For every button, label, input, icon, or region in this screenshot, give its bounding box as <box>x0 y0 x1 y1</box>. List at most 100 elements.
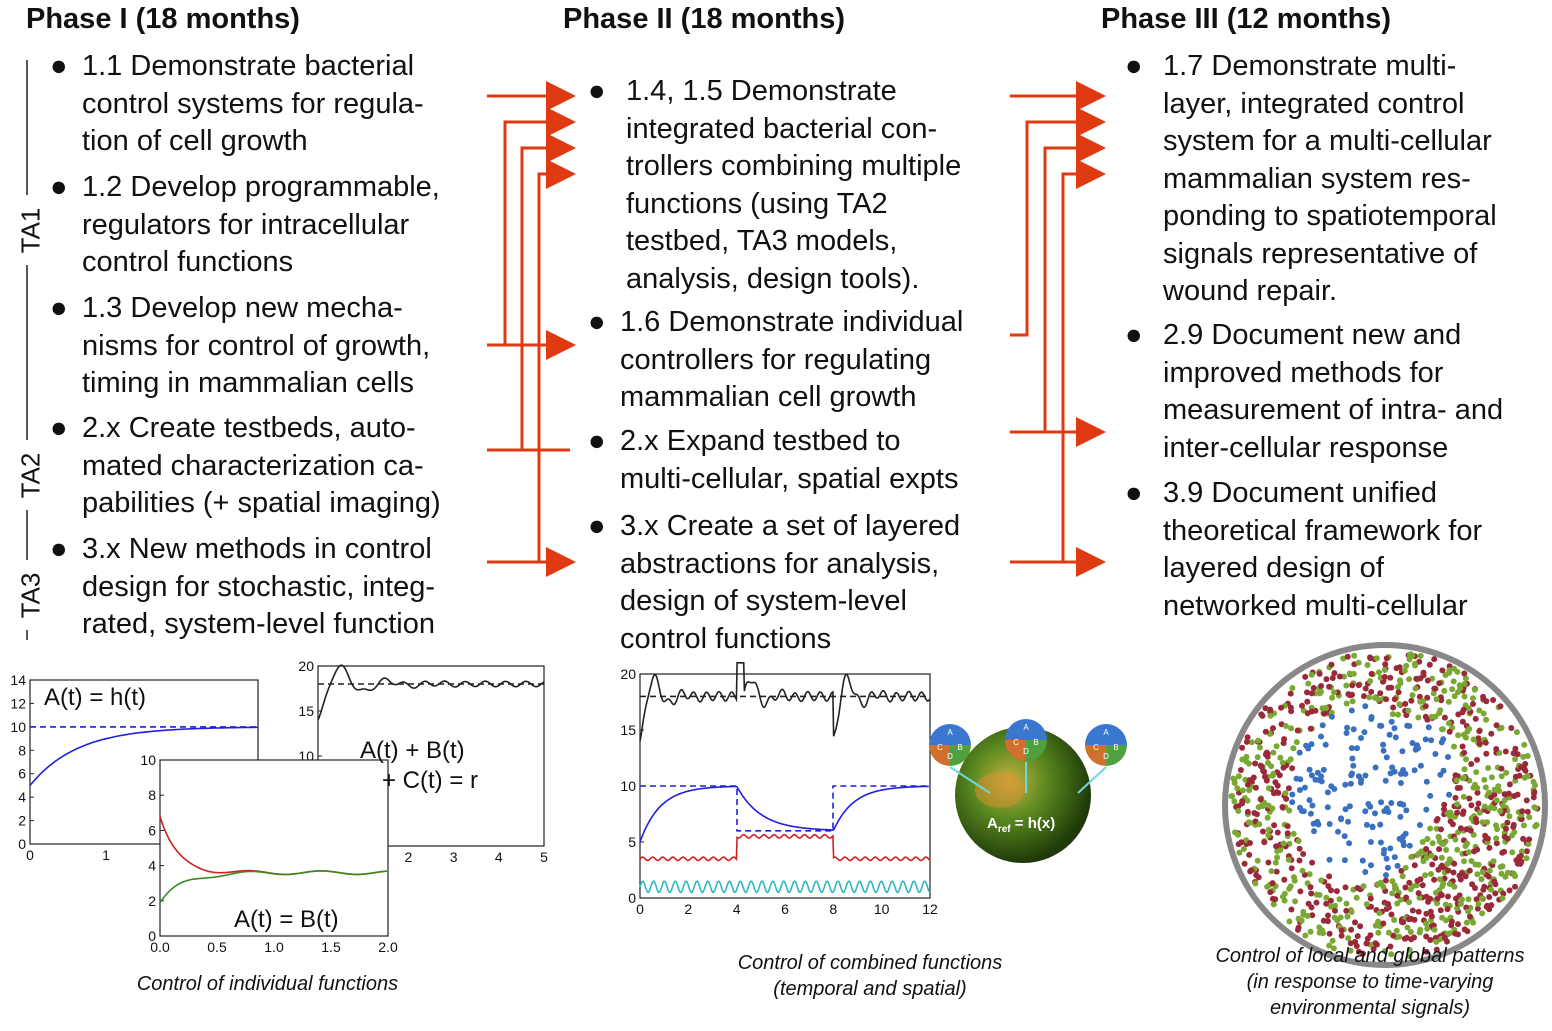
arrow-1-4 <box>487 159 576 564</box>
cell-dot <box>1532 805 1539 811</box>
item-line: control functions <box>620 622 832 655</box>
cell-dot <box>1400 842 1407 849</box>
cell-dot <box>1294 727 1301 734</box>
cell-dot <box>1472 861 1479 868</box>
cell-dot <box>1383 872 1389 879</box>
cell-dot <box>1326 930 1333 937</box>
cell-dot <box>1252 880 1259 887</box>
cell-dot <box>1308 904 1315 911</box>
cell-dot <box>1282 790 1289 797</box>
cell-dot <box>1451 860 1458 867</box>
cell-dot <box>1331 670 1338 677</box>
item-line: rated, system-level function <box>82 608 435 640</box>
cell-dot <box>1344 653 1351 660</box>
cell-dot <box>1518 858 1525 865</box>
pie-label: B <box>1113 743 1118 752</box>
cell-dot <box>1270 749 1277 756</box>
x-tick-label: 0 <box>26 847 34 863</box>
cell-dot <box>1436 876 1443 883</box>
cell-dot <box>1520 753 1527 760</box>
cell-dot <box>1468 761 1475 767</box>
cell-dot <box>1323 894 1330 901</box>
bullet-icon: ● <box>588 510 606 542</box>
cell-dot <box>1467 913 1473 920</box>
y-tick-label: 0 <box>18 836 26 852</box>
cell-dot <box>1366 694 1373 701</box>
cell-dot <box>1299 867 1306 874</box>
cell-dot <box>1408 697 1415 704</box>
cell-dot <box>1403 662 1410 669</box>
cell-dot <box>1459 718 1466 725</box>
cell-dot <box>1328 783 1335 790</box>
cell-dot <box>1280 840 1287 847</box>
cell-dot <box>1463 734 1469 741</box>
cell-dot <box>1444 906 1451 913</box>
cell-dot <box>1300 911 1307 918</box>
cell-dot <box>1429 861 1436 868</box>
cell-dot <box>1338 815 1344 822</box>
cell-dot <box>1494 826 1501 833</box>
y-tick-label: 4 <box>148 858 156 874</box>
cell-dot <box>1285 785 1292 792</box>
cell-dot <box>1511 793 1518 799</box>
cell-dot <box>1425 724 1432 731</box>
cell-dot <box>1438 891 1444 898</box>
cell-dot <box>1399 748 1406 755</box>
x-tick-label: 4 <box>733 901 741 917</box>
cell-dot <box>1501 833 1508 840</box>
cell-dot <box>1468 858 1475 864</box>
item-line: functions (using TA2 <box>626 187 888 220</box>
cell-dot <box>1510 821 1517 828</box>
cell-dot <box>1522 767 1529 774</box>
cell-dot <box>1445 698 1452 705</box>
cell-dot <box>1503 825 1509 832</box>
cell-dot <box>1257 796 1264 803</box>
cell-dot <box>1446 856 1453 863</box>
cell-dot <box>1423 806 1430 813</box>
cell-dot <box>1368 688 1375 695</box>
cell-dot <box>1273 743 1280 750</box>
cell-dot <box>1265 785 1272 792</box>
cell-dot <box>1308 890 1315 897</box>
cell-dot <box>1341 833 1348 840</box>
cell-dot <box>1397 813 1404 820</box>
cell-dot <box>1309 802 1316 809</box>
cell-dot <box>1511 829 1518 836</box>
cell-dot <box>1286 807 1293 814</box>
cell-dot <box>1427 937 1434 943</box>
cell-dot <box>1405 916 1412 923</box>
item-line: analysis, design tools). <box>626 262 920 295</box>
pie-slice-c <box>1005 740 1026 761</box>
bullet-icon: ● <box>50 50 68 82</box>
cell-dot <box>1454 809 1461 816</box>
cell-dot <box>1431 876 1438 883</box>
cell-dot <box>1268 868 1275 875</box>
phase-2-item: ● 1.6 Demonstrate individual controllers… <box>588 304 963 417</box>
cell-dot <box>1484 819 1491 826</box>
cell-dot <box>1405 707 1412 714</box>
bullet-icon: ● <box>50 292 68 324</box>
phase-1-item: ● 1.2 Develop programmable, regulators f… <box>50 169 440 282</box>
pie-slice-b <box>1106 745 1127 766</box>
cell-dot <box>1322 741 1329 748</box>
cell-dot <box>1307 725 1314 732</box>
cell-dot <box>1512 756 1519 763</box>
cell-dot <box>1506 887 1513 894</box>
cell-dot <box>1328 887 1334 894</box>
cell-dot <box>1237 767 1244 773</box>
phase-2-item: ● 1.4, 1.5 Demonstrate integrated bacter… <box>588 73 961 298</box>
cell-dot <box>1478 876 1485 883</box>
item-line: 3.x New methods in control <box>82 533 432 565</box>
cell-dot <box>1288 708 1295 715</box>
cell-dot <box>1383 655 1390 662</box>
cell-dot <box>1285 856 1292 863</box>
cell-dot <box>1394 862 1401 869</box>
cell-dot <box>1232 829 1238 836</box>
cell-dot <box>1419 882 1426 889</box>
cell-dot <box>1318 683 1325 689</box>
cell-dot <box>1466 795 1473 802</box>
cell-dot <box>1401 935 1408 942</box>
cell-dot <box>1409 907 1416 914</box>
cell-dot <box>1251 810 1258 816</box>
cell-dot <box>1281 876 1288 883</box>
